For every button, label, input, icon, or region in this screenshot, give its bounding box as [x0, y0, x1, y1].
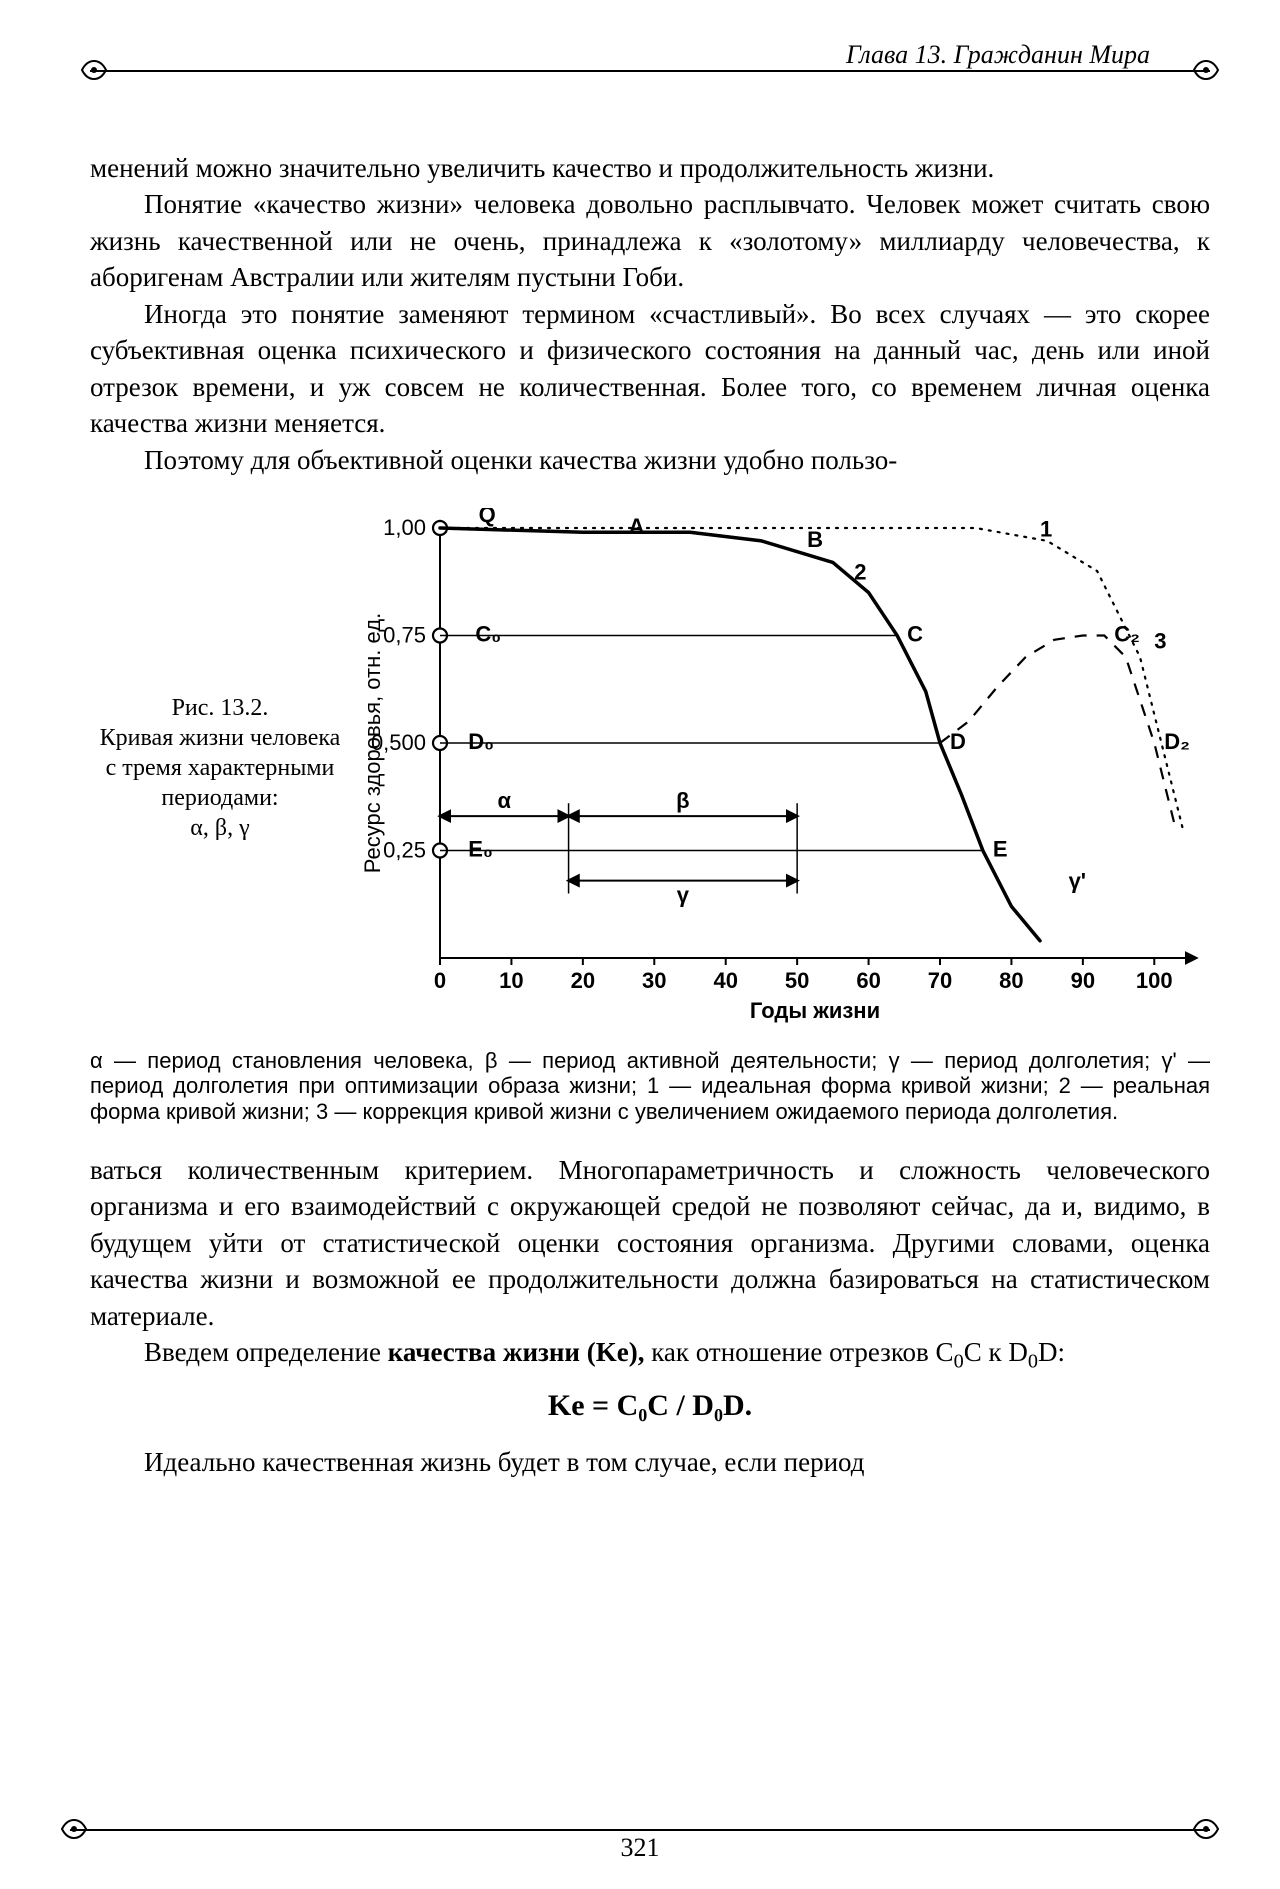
svg-text:2: 2	[854, 560, 866, 585]
svg-text:20: 20	[571, 968, 595, 993]
paragraph: Идеально качественная жизнь будет в том …	[90, 1444, 1210, 1480]
ornament-icon	[1174, 54, 1220, 86]
svg-text:10: 10	[499, 968, 523, 993]
svg-text:1,00: 1,00	[383, 515, 426, 540]
svg-text:90: 90	[1071, 968, 1095, 993]
svg-text:Q: Q	[479, 508, 496, 527]
subscript: 0	[1028, 1350, 1038, 1372]
svg-text:D₂: D₂	[1164, 729, 1190, 754]
figure-chart: 01020304050607080901000,250,5000,751,00Г…	[350, 508, 1210, 1028]
svg-text:40: 40	[713, 968, 737, 993]
svg-text:γ': γ'	[1069, 869, 1086, 894]
chapter-title: Глава 13. Гражданин Мира	[846, 40, 1150, 70]
svg-text:C: C	[907, 621, 923, 646]
svg-text:Ресурс здоровья, отн. ед.: Ресурс здоровья, отн. ед.	[360, 613, 385, 873]
text: С к D	[964, 1337, 1028, 1367]
figure-legend: α — период становления человека, β — пер…	[90, 1048, 1210, 1124]
formula: Ke = C₀C / D₀D.	[90, 1386, 1210, 1427]
ornament-icon	[80, 54, 126, 86]
svg-text:50: 50	[785, 968, 809, 993]
text: Введем определение	[144, 1337, 388, 1367]
paragraph: Поэтому для объективной оценки качества …	[90, 442, 1210, 478]
footer-rule	[70, 1829, 1210, 1831]
paragraph: ваться количественным критерием. Многопа…	[90, 1152, 1210, 1334]
paragraph: Понятие «качество жизни» человека доволь…	[90, 186, 1210, 295]
svg-text:3: 3	[1154, 628, 1166, 653]
svg-text:β: β	[676, 788, 689, 813]
svg-text:80: 80	[999, 968, 1023, 993]
header-rule	[90, 70, 1210, 72]
paragraph: Иногда это понятие заменяют термином «сч…	[90, 296, 1210, 442]
figure-caption: Рис. 13.2.Кривая жизни человекас тремя х…	[90, 693, 350, 843]
svg-text:60: 60	[856, 968, 880, 993]
svg-text:γ: γ	[677, 883, 690, 908]
page-header: Глава 13. Гражданин Мира	[90, 40, 1210, 90]
svg-text:D: D	[950, 729, 966, 754]
svg-text:B: B	[807, 527, 823, 552]
page-footer: 321	[70, 1809, 1210, 1859]
text: как отношение отрезков С	[644, 1337, 953, 1367]
svg-text:1: 1	[1040, 517, 1052, 542]
svg-text:A: A	[629, 514, 645, 539]
svg-text:C₂: C₂	[1114, 621, 1140, 646]
page-number: 321	[600, 1833, 680, 1863]
svg-text:70: 70	[928, 968, 952, 993]
svg-text:Годы жизни: Годы жизни	[750, 998, 880, 1023]
figure-13-2: Рис. 13.2.Кривая жизни человекас тремя х…	[90, 508, 1210, 1028]
svg-text:D₀: D₀	[468, 729, 494, 754]
paragraph: Введем определение качества жизни (Ke), …	[90, 1334, 1210, 1376]
svg-text:E₀: E₀	[468, 836, 493, 861]
life-curve-chart: 01020304050607080901000,250,5000,751,00Г…	[350, 508, 1210, 1028]
svg-text:E: E	[993, 836, 1008, 861]
subscript: 0	[954, 1350, 964, 1372]
svg-text:100: 100	[1136, 968, 1173, 993]
svg-text:C₀: C₀	[475, 621, 501, 646]
svg-text:0,75: 0,75	[383, 622, 426, 647]
term: качества жизни (Ke),	[388, 1337, 645, 1367]
paragraph: менений можно значительно увеличить каче…	[90, 150, 1210, 186]
svg-text:α: α	[498, 788, 512, 813]
page: Глава 13. Гражданин Мира менений можно з…	[0, 0, 1280, 1889]
ornament-icon	[60, 1813, 106, 1845]
svg-text:0: 0	[434, 968, 446, 993]
svg-text:30: 30	[642, 968, 666, 993]
text: D:	[1038, 1337, 1065, 1367]
svg-text:0,25: 0,25	[383, 837, 426, 862]
ornament-icon	[1174, 1813, 1220, 1845]
body-text: менений можно значительно увеличить каче…	[90, 150, 1210, 1481]
